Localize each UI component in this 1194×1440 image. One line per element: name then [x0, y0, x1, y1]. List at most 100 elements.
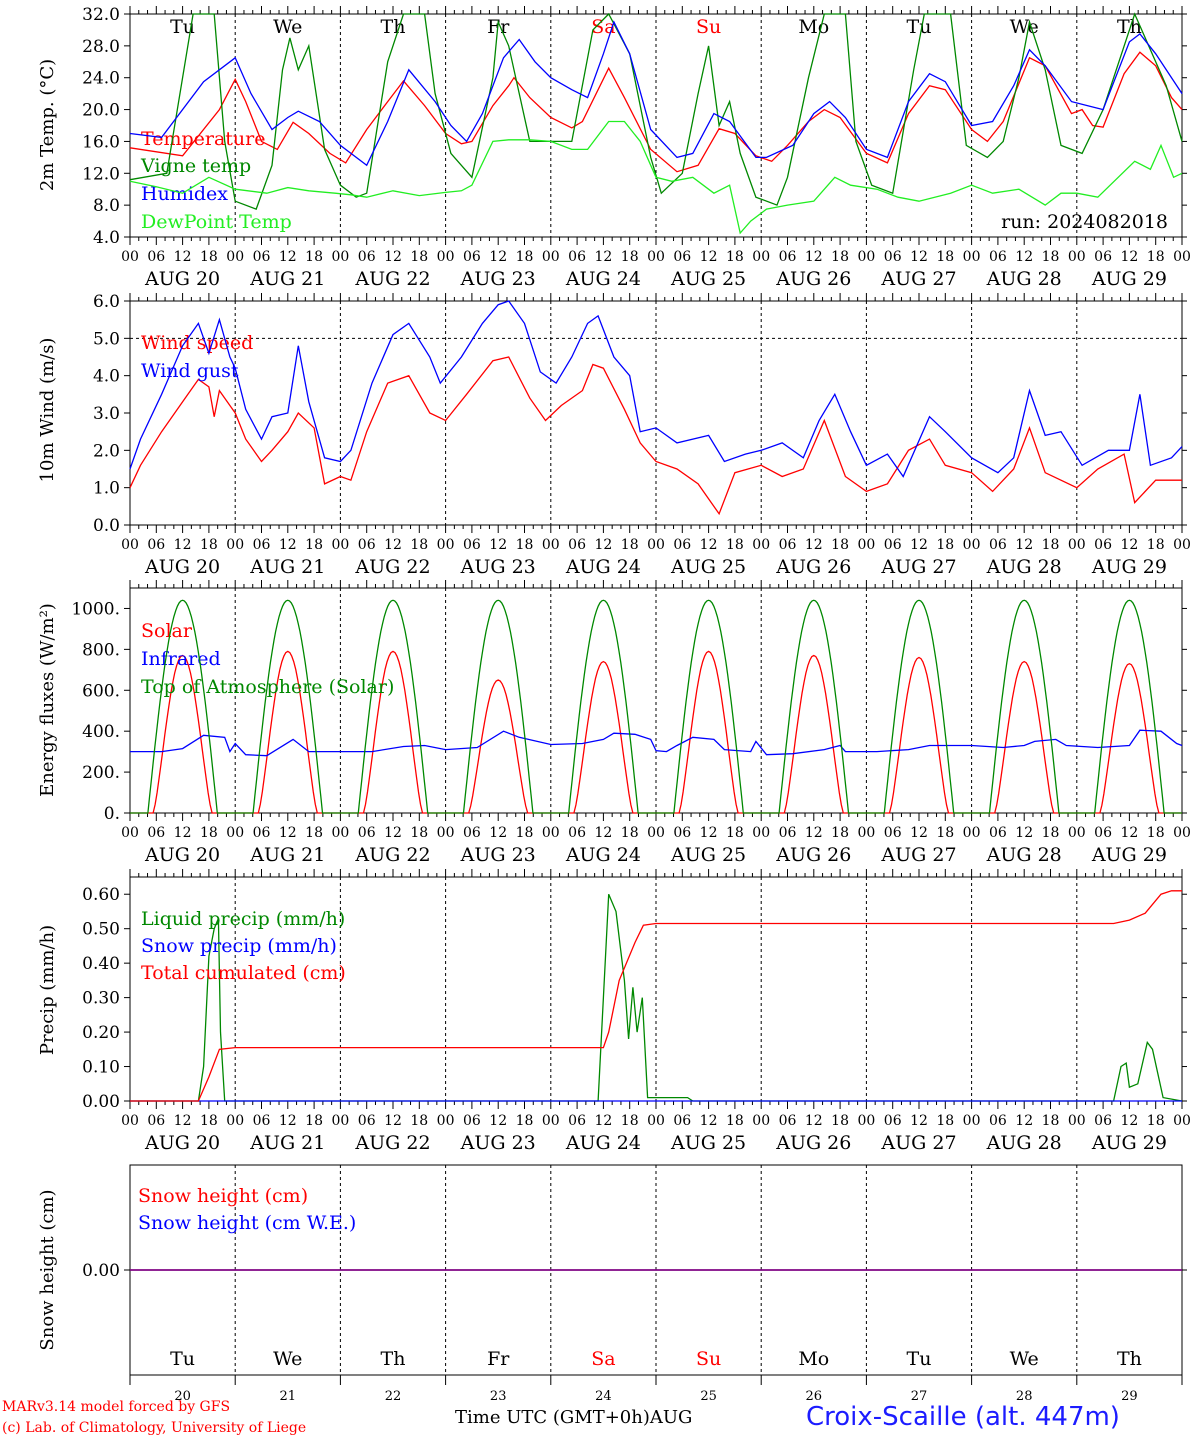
hour-tick-label: 18: [621, 825, 639, 841]
hour-tick-label: 06: [358, 249, 376, 265]
date-number-label: 22: [385, 1389, 402, 1404]
hour-tick-label: 18: [305, 825, 323, 841]
y-tick-label: 28.0: [82, 37, 120, 57]
y-tick-label: 0.00: [82, 1261, 120, 1281]
weekday-label: Tu: [170, 1348, 195, 1370]
legend-entry: Wind speed: [141, 332, 253, 354]
date-label: AUG 21: [249, 268, 325, 290]
date-label: AUG 29: [1091, 556, 1167, 578]
hour-tick-label: 12: [910, 1113, 928, 1129]
hour-tick-label: 18: [305, 1113, 323, 1129]
y-tick-label: 400.: [82, 722, 120, 742]
hour-tick-label: 00: [331, 249, 349, 265]
hour-tick-label: 06: [147, 249, 165, 265]
hour-tick-label: 18: [1147, 1113, 1165, 1129]
hour-tick-label: 00: [647, 537, 665, 553]
legend-entry: Vigne temp: [140, 155, 251, 177]
y-tick-label: 32.0: [82, 5, 120, 25]
hour-tick-label: 06: [358, 825, 376, 841]
hour-tick-label: 06: [1094, 249, 1112, 265]
hour-tick-label: 00: [1068, 825, 1086, 841]
hour-tick-label: 12: [594, 537, 612, 553]
hour-tick-label: 06: [463, 1113, 481, 1129]
date-label: AUG 28: [986, 556, 1062, 578]
date-label: AUG 27: [880, 844, 956, 866]
hour-tick-label: 00: [437, 825, 455, 841]
y-tick-label: 3.0: [93, 404, 120, 424]
hour-tick-label: 06: [989, 537, 1007, 553]
legend-entry: Top of Atmosphere (Solar): [141, 676, 394, 698]
hour-tick-label: 00: [542, 537, 560, 553]
y-tick-label: 0.: [104, 804, 120, 824]
hour-tick-label: 18: [621, 537, 639, 553]
hour-tick-label: 18: [410, 537, 428, 553]
hour-tick-label: 12: [279, 1113, 297, 1129]
y-axis-label: Snow height (cm): [37, 1189, 58, 1350]
hour-tick-label: 12: [700, 1113, 718, 1129]
series-line-humidex: [129, 20, 1183, 167]
weekday-label: Fr: [487, 16, 510, 38]
hour-tick-label: 06: [1094, 825, 1112, 841]
hour-tick-label: 18: [200, 1113, 218, 1129]
hour-tick-label: 12: [489, 249, 507, 265]
weekday-label: We: [273, 16, 302, 38]
hour-tick-label: 18: [1042, 1113, 1060, 1129]
y-tick-label: 8.0: [93, 196, 120, 216]
date-label: AUG 27: [880, 268, 956, 290]
y-tick-label: 1.0: [93, 479, 120, 499]
hour-tick-label: 12: [910, 537, 928, 553]
hour-tick-label: 06: [463, 249, 481, 265]
hour-tick-label: 00: [226, 825, 244, 841]
hour-tick-label: 06: [1094, 1113, 1112, 1129]
hour-tick-label: 00: [647, 1113, 665, 1129]
run-annotation: run: 2024082018: [1001, 211, 1168, 233]
y-tick-label: 800.: [82, 640, 120, 660]
hour-tick-label: 12: [384, 249, 402, 265]
series-line-dewpoint-temp: [129, 120, 1183, 235]
date-label: AUG 28: [986, 844, 1062, 866]
y-tick-label: 5.0: [93, 329, 120, 349]
hour-tick-label: 12: [1015, 537, 1033, 553]
hour-tick-label: 06: [1094, 537, 1112, 553]
date-label: AUG 24: [565, 556, 641, 578]
weekday-label: Th: [381, 1348, 406, 1370]
y-tick-label: 200.: [82, 763, 120, 783]
date-label: AUG 22: [354, 556, 430, 578]
y-tick-label: 0.20: [82, 1023, 120, 1043]
hour-tick-label: 12: [1015, 825, 1033, 841]
hour-tick-label: 06: [147, 1113, 165, 1129]
y-tick-label: 16.0: [82, 132, 120, 152]
weekday-label: We: [1010, 16, 1039, 38]
hour-tick-label: 12: [384, 537, 402, 553]
hour-tick-label: 00: [226, 1113, 244, 1129]
hour-tick-label: 12: [805, 537, 823, 553]
hour-tick-label: 12: [384, 825, 402, 841]
hour-tick-label: 06: [779, 249, 797, 265]
hour-tick-label: 00: [542, 249, 560, 265]
hour-tick-label: 12: [1120, 825, 1138, 841]
hour-tick-label: 00: [1068, 537, 1086, 553]
hour-tick-label: 00: [226, 249, 244, 265]
date-number-label: 20: [174, 1389, 191, 1404]
hour-tick-label: 00: [752, 249, 770, 265]
y-tick-label: 600.: [82, 681, 120, 701]
date-label: AUG 25: [670, 844, 746, 866]
time-axis-label: Time UTC (GMT+0h)AUG: [455, 1407, 692, 1428]
date-label: AUG 27: [880, 1132, 956, 1154]
hour-tick-label: 00: [1173, 249, 1191, 265]
hour-tick-label: 12: [279, 537, 297, 553]
hour-tick-label: 06: [358, 537, 376, 553]
hour-tick-label: 06: [253, 537, 271, 553]
legend-entry: Snow precip (mm/h): [141, 935, 337, 957]
date-label: AUG 26: [775, 1132, 851, 1154]
date-label: AUG 20: [144, 268, 220, 290]
hour-tick-label: 00: [857, 825, 875, 841]
legend-entry: Temperature: [141, 128, 265, 150]
legend-entry: Wind gust: [141, 360, 239, 382]
hour-tick-label: 12: [910, 825, 928, 841]
weekday-label: We: [273, 1348, 302, 1370]
y-tick-label: 0.40: [82, 954, 120, 974]
date-number-label: 28: [1016, 1389, 1033, 1404]
hour-tick-label: 06: [568, 1113, 586, 1129]
series-line-wind-gust: [129, 300, 1183, 478]
